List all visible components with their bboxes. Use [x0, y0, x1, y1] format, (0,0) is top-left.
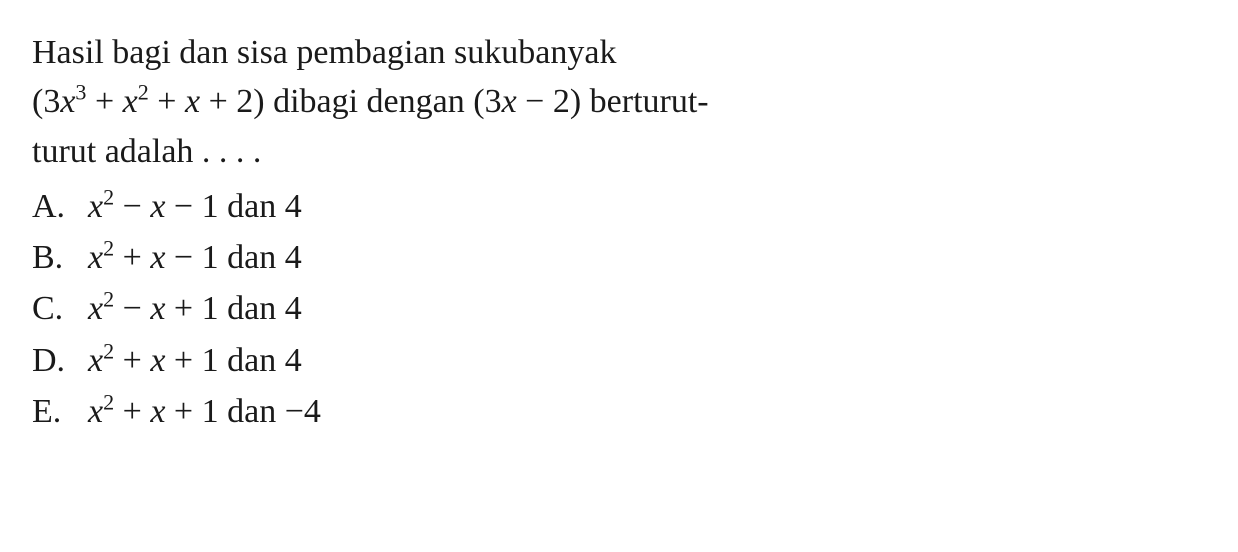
opt-x1: x [88, 393, 103, 430]
option-expression: x2 − x − 1 dan 4 [88, 182, 302, 231]
option-letter: B. [32, 233, 88, 282]
option-letter: D. [32, 336, 88, 385]
poly-exp3: 3 [75, 80, 86, 105]
poly-plus2: + [149, 83, 185, 120]
option-letter: A. [32, 182, 88, 231]
poly-exp2: 2 [138, 80, 149, 105]
opt-tail: + 1 dan 4 [165, 290, 301, 327]
option-expression: x2 + x − 1 dan 4 [88, 233, 302, 282]
divisor-x: x [502, 83, 517, 120]
opt-sq: 2 [103, 390, 114, 415]
poly-x1: x [60, 83, 75, 120]
opt-x1: x [88, 342, 103, 379]
options-list: A. x2 − x − 1 dan 4 B. x2 + x − 1 dan 4 … [32, 182, 1206, 436]
opt-x2: x [150, 393, 165, 430]
opt-tail: − 1 dan 4 [165, 239, 301, 276]
opt-x2: x [150, 342, 165, 379]
opt-x1: x [88, 188, 103, 225]
opt-x1: x [88, 290, 103, 327]
opt-tail: − 1 dan 4 [165, 188, 301, 225]
question-stem: Hasil bagi dan sisa pembagian sukubanyak… [32, 28, 1206, 176]
opt-tail: + 1 dan −4 [165, 393, 320, 430]
opt-x2: x [150, 188, 165, 225]
opt-mid: − [114, 290, 150, 327]
opt-x1: x [88, 239, 103, 276]
opt-sq: 2 [103, 236, 114, 261]
opt-x2: x [150, 239, 165, 276]
opt-mid: − [114, 188, 150, 225]
opt-sq: 2 [103, 185, 114, 210]
option-letter: C. [32, 284, 88, 333]
option-expression: x2 − x + 1 dan 4 [88, 284, 302, 333]
opt-mid: + [114, 239, 150, 276]
option-c: C. x2 − x + 1 dan 4 [32, 284, 1206, 333]
poly-open: (3 [32, 83, 60, 120]
opt-mid: + [114, 342, 150, 379]
option-b: B. x2 + x − 1 dan 4 [32, 233, 1206, 282]
opt-mid: + [114, 393, 150, 430]
poly-x2: x [123, 83, 138, 120]
question-line1: Hasil bagi dan sisa pembagian sukubanyak [32, 34, 616, 71]
option-a: A. x2 − x − 1 dan 4 [32, 182, 1206, 231]
poly-tail: + 2) dibagi dengan (3 [200, 83, 501, 120]
divisor-tail: − 2) berturut- [517, 83, 709, 120]
poly-plus1: + [86, 83, 122, 120]
opt-sq: 2 [103, 287, 114, 312]
opt-x2: x [150, 290, 165, 327]
option-letter: E. [32, 387, 88, 436]
opt-tail: + 1 dan 4 [165, 342, 301, 379]
option-d: D. x2 + x + 1 dan 4 [32, 336, 1206, 385]
opt-sq: 2 [103, 338, 114, 363]
question-line3: turut adalah . . . . [32, 133, 261, 170]
poly-x3: x [185, 83, 200, 120]
option-expression: x2 + x + 1 dan 4 [88, 336, 302, 385]
option-e: E. x2 + x + 1 dan −4 [32, 387, 1206, 436]
option-expression: x2 + x + 1 dan −4 [88, 387, 321, 436]
